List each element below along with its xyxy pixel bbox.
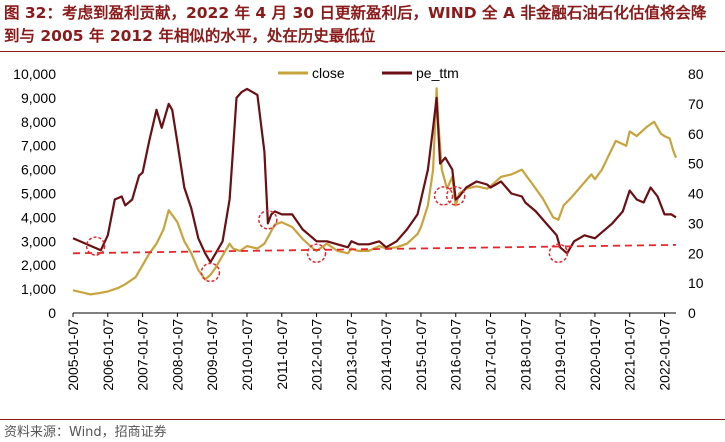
left-tick-label: 2,000	[21, 257, 56, 273]
right-tick-label: 50	[688, 156, 704, 172]
left-tick-label: 8,000	[21, 114, 56, 130]
series-pe_ttm-line	[72, 87, 677, 264]
x-tick-label: 2019-01-07	[552, 319, 568, 391]
x-tick-label: 2011-01-07	[274, 319, 290, 390]
highlight-circle-marker	[306, 243, 327, 263]
x-tick-label: 2022-01-07	[657, 319, 673, 391]
left-tick-label: 5,000	[21, 186, 56, 202]
x-tick-label: 2021-01-07	[622, 319, 638, 391]
right-tick-label: 70	[688, 96, 704, 112]
highlight-circle-marker	[445, 186, 466, 206]
line-chart: 0 1,000 2,000 3,000 4,000 5,000 6,000 7,000 8,00…	[13, 65, 704, 391]
right-tick-label: 40	[688, 186, 704, 202]
highlight-circle-marker	[85, 236, 106, 256]
x-tick-label: 2018-01-07	[517, 319, 533, 391]
left-tick-label: 3,000	[21, 233, 56, 249]
series-reference-line	[72, 244, 677, 255]
right-tick-label: 60	[688, 126, 704, 142]
right-tick-label: 10	[688, 275, 704, 291]
x-tick-label: 2009-01-07	[204, 319, 220, 391]
left-tick-label: 9,000	[21, 90, 56, 106]
left-tick-label: 10,000	[13, 66, 56, 82]
x-tick-label: 2012-01-07	[309, 319, 325, 391]
legend-pe_ttm-label: pe_ttm	[416, 65, 459, 81]
chart-title: 图 32：考虑到盈利贡献，2022 年 4 月 30 日更新盈利后，WIND 全…	[4, 4, 707, 45]
source-divider	[0, 419, 725, 420]
title-divider	[0, 51, 725, 52]
x-tick-label: 2008-01-07	[169, 319, 185, 391]
right-tick-label: 80	[688, 66, 704, 82]
left-tick-label: 1,000	[21, 281, 56, 297]
highlight-circle-marker	[433, 186, 454, 206]
x-tick-label: 2010-01-07	[239, 319, 255, 391]
x-tick-label: 2005-01-07	[65, 319, 81, 391]
right-tick-label: 30	[688, 215, 704, 231]
highlight-circle-marker	[258, 210, 278, 230]
x-tick-label: 2014-01-07	[378, 319, 394, 391]
x-tick-label: 2015-01-07	[413, 319, 429, 391]
x-tick-label: 2016-01-07	[448, 319, 464, 391]
x-tick-label: 2020-01-07	[587, 319, 603, 391]
left-tick-label: 6,000	[21, 162, 56, 178]
left-tick-label: 7,000	[21, 138, 56, 154]
left-tick-label: 4,000	[21, 209, 56, 225]
highlight-circle-marker	[200, 262, 221, 283]
x-tick-label: 2013-01-07	[343, 319, 359, 391]
x-tick-label: 2007-01-07	[135, 319, 151, 391]
series-close-line	[72, 87, 678, 296]
x-tick-label: 2017-01-07	[483, 319, 499, 391]
right-tick-label: 0	[688, 305, 696, 321]
x-tick-label: 2006-01-07	[100, 319, 116, 391]
highlight-circle-marker	[548, 243, 569, 263]
left-tick-label: 0	[48, 305, 56, 321]
legend-close-label: close	[312, 65, 345, 81]
right-tick-label: 20	[688, 245, 704, 261]
source-note: 资料来源：Wind，招商证券	[4, 425, 167, 440]
